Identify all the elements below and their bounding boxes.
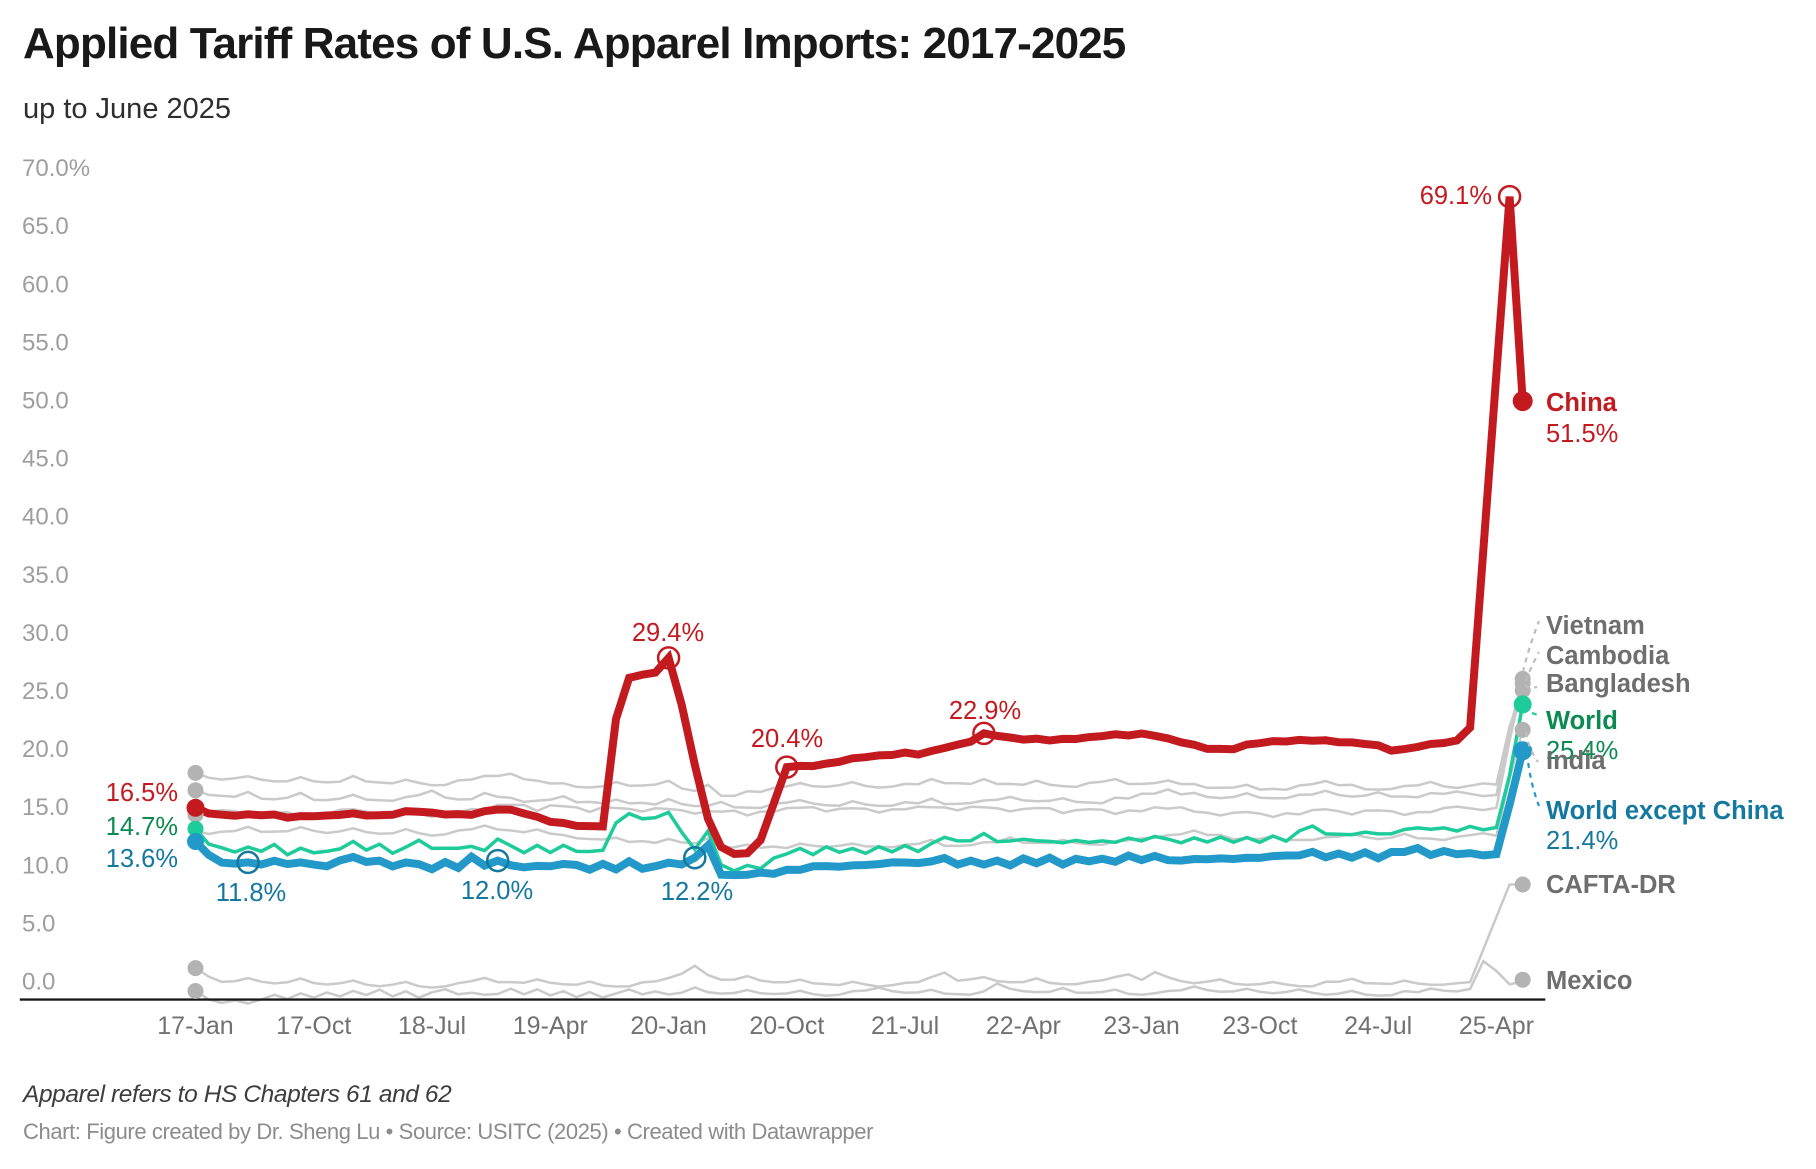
svg-text:20-Oct: 20-Oct [749,1012,824,1040]
svg-text:Apparel refers to HS Chapters: Apparel refers to HS Chapters 61 and 62 [21,1081,452,1108]
svg-text:20-Jan: 20-Jan [630,1012,706,1040]
svg-text:13.6%: 13.6% [106,845,178,873]
svg-text:21-Jul: 21-Jul [871,1012,939,1040]
svg-text:70.0%: 70.0% [22,155,90,182]
svg-text:12.2%: 12.2% [661,878,733,906]
svg-text:25-Apr: 25-Apr [1459,1012,1534,1040]
svg-text:Bangladesh: Bangladesh [1546,670,1691,698]
svg-text:16.5%: 16.5% [106,779,178,807]
svg-text:World: World [1546,707,1618,735]
svg-text:17-Oct: 17-Oct [276,1012,351,1040]
svg-text:World except China: World except China [1546,797,1784,825]
svg-text:15.0: 15.0 [22,794,69,821]
svg-text:12.0%: 12.0% [461,877,533,905]
svg-text:25.4%: 25.4% [1546,737,1618,765]
svg-text:10.0: 10.0 [22,852,69,879]
svg-text:5.0: 5.0 [22,910,55,937]
svg-text:60.0: 60.0 [22,271,69,298]
svg-text:45.0: 45.0 [22,446,69,473]
svg-text:Cambodia: Cambodia [1546,642,1670,670]
svg-text:China: China [1546,389,1618,417]
svg-text:50.0: 50.0 [22,388,69,415]
svg-text:51.5%: 51.5% [1546,420,1618,448]
svg-text:24-Jul: 24-Jul [1344,1012,1412,1040]
svg-text:Chart: Figure created by Dr. S: Chart: Figure created by Dr. Sheng Lu • … [23,1119,873,1144]
svg-text:0.0: 0.0 [22,969,55,996]
svg-text:20.4%: 20.4% [751,725,823,753]
svg-text:22.9%: 22.9% [949,697,1021,725]
svg-text:Vietnam: Vietnam [1546,612,1645,640]
svg-text:23-Oct: 23-Oct [1222,1012,1297,1040]
svg-text:Applied Tariff Rates of U.S. A: Applied Tariff Rates of U.S. Apparel Imp… [23,19,1126,68]
svg-text:35.0: 35.0 [22,562,69,589]
svg-text:29.4%: 29.4% [632,619,704,647]
svg-text:India: India [1546,747,1606,775]
svg-text:CAFTA-DR: CAFTA-DR [1546,871,1676,899]
svg-text:19-Apr: 19-Apr [513,1012,588,1040]
svg-text:18-Jul: 18-Jul [398,1012,466,1040]
svg-text:30.0: 30.0 [22,620,69,647]
svg-text:65.0: 65.0 [22,213,69,240]
svg-text:17-Jan: 17-Jan [157,1012,233,1040]
svg-text:22-Apr: 22-Apr [986,1012,1061,1040]
svg-text:69.1%: 69.1% [1420,182,1492,210]
svg-text:20.0: 20.0 [22,736,69,763]
svg-text:Mexico: Mexico [1546,967,1632,995]
svg-text:23-Jan: 23-Jan [1103,1012,1179,1040]
svg-text:25.0: 25.0 [22,678,69,705]
svg-text:21.4%: 21.4% [1546,827,1618,855]
svg-text:11.8%: 11.8% [216,879,286,907]
svg-text:up to June 2025: up to June 2025 [23,93,231,125]
svg-text:14.7%: 14.7% [106,813,178,841]
svg-text:40.0: 40.0 [22,504,69,531]
svg-text:55.0: 55.0 [22,329,69,356]
